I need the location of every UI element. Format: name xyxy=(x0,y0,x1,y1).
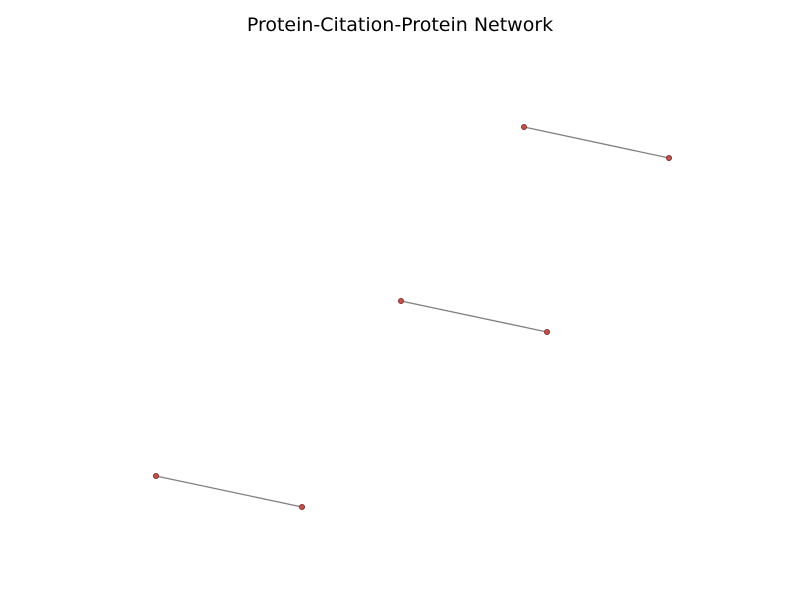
node-n3 xyxy=(397,297,404,304)
edges-layer xyxy=(155,126,670,508)
node-n5 xyxy=(152,472,159,479)
node-n4 xyxy=(544,328,551,335)
chart-title: Protein-Citation-Protein Network xyxy=(246,14,554,36)
edge-n5-n6 xyxy=(155,475,303,508)
node-n1 xyxy=(521,124,528,131)
node-n6 xyxy=(298,503,305,510)
edge-n1-n2 xyxy=(523,126,670,159)
nodes-layer xyxy=(152,124,673,510)
node-n2 xyxy=(666,154,673,161)
edge-n3-n4 xyxy=(400,300,548,333)
